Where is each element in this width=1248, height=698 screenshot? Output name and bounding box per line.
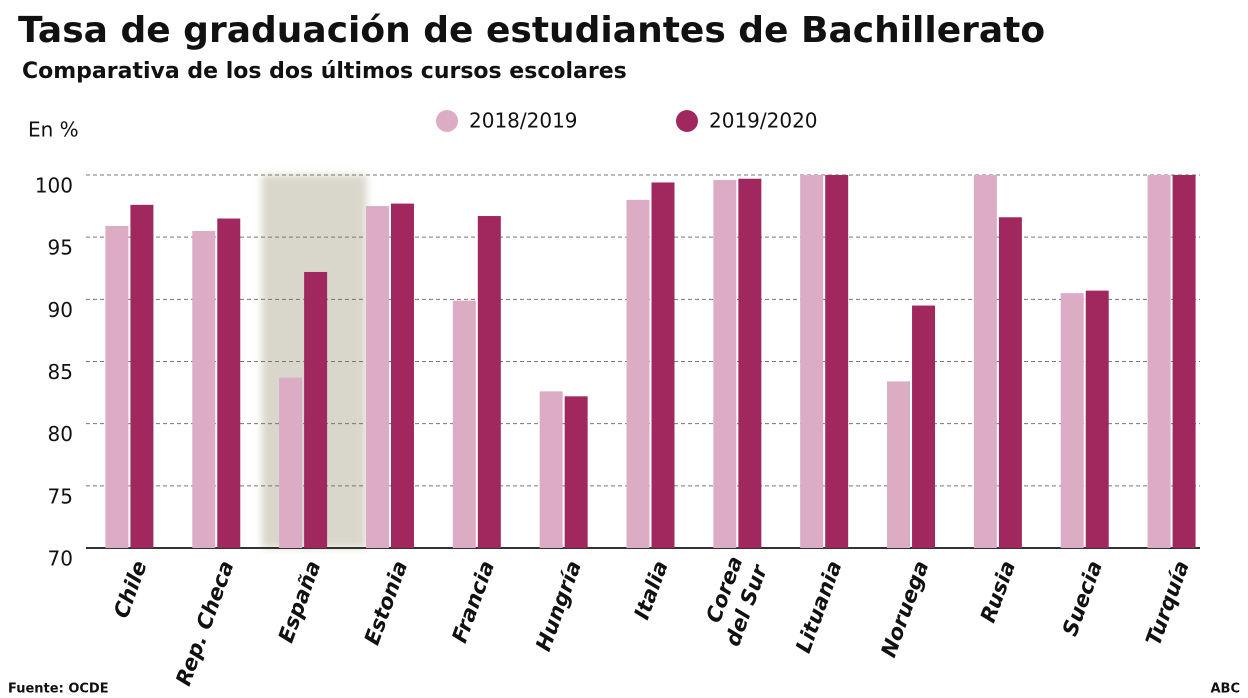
bar (1085, 290, 1109, 548)
x-tick-label: Turquía (1141, 558, 1194, 649)
bar (825, 175, 849, 548)
bar (279, 377, 303, 548)
y-axis-label: En % (28, 118, 79, 142)
bar (452, 300, 476, 548)
source: Fuente: OCDE (8, 682, 109, 697)
x-tick-label: Estonia (360, 558, 413, 649)
bar (1060, 293, 1084, 548)
bar (887, 381, 911, 548)
bar (651, 182, 675, 548)
y-tick-label: 95 (48, 236, 73, 260)
bar (1172, 175, 1196, 548)
bar (105, 225, 129, 548)
bar (1147, 175, 1171, 548)
bar (738, 178, 762, 549)
x-tick-label: Noruega (876, 558, 933, 661)
x-tick-label: Lituania (791, 558, 846, 656)
x-tick-label: Rusia (976, 558, 1020, 626)
x-tick-label: Coreadel Sur (696, 552, 772, 650)
legend-swatch (436, 110, 458, 132)
bar (539, 391, 563, 548)
x-tick-label: Francia (447, 558, 499, 646)
y-tick-label: 70 (48, 547, 73, 571)
legend-swatch (676, 110, 698, 132)
x-tick-label: Suecia (1058, 558, 1107, 640)
bar (973, 175, 997, 548)
bar (365, 206, 389, 549)
y-tick-label: 75 (48, 484, 73, 508)
x-tick-label: España (274, 558, 326, 646)
bar (800, 175, 824, 548)
bar (217, 218, 241, 548)
y-tick-label: 100 (35, 174, 73, 198)
y-tick-label: 90 (48, 298, 73, 322)
x-tick-label: Chile (109, 558, 152, 622)
bar (304, 271, 328, 548)
credit: ABC (1210, 682, 1240, 697)
x-tick-label: Hungría (531, 558, 586, 655)
bar (130, 204, 154, 548)
bar (477, 216, 501, 548)
chart-title: Tasa de graduación de estudiantes de Bac… (18, 10, 1045, 51)
chart-subtitle: Comparativa de los dos últimos cursos es… (22, 59, 627, 84)
bar (192, 230, 216, 548)
legend-label: 2018/2019 (469, 109, 578, 133)
bar (390, 203, 414, 548)
bar (564, 396, 588, 548)
x-tick-label: Italia (630, 558, 673, 623)
y-tick-label: 85 (48, 360, 73, 384)
bar (912, 305, 936, 548)
bar (713, 179, 737, 548)
bar (626, 199, 650, 548)
x-tick-label: Rep. Checa (171, 558, 238, 689)
bar (998, 217, 1022, 549)
y-tick-label: 80 (48, 422, 73, 446)
legend-label: 2019/2020 (709, 109, 818, 133)
